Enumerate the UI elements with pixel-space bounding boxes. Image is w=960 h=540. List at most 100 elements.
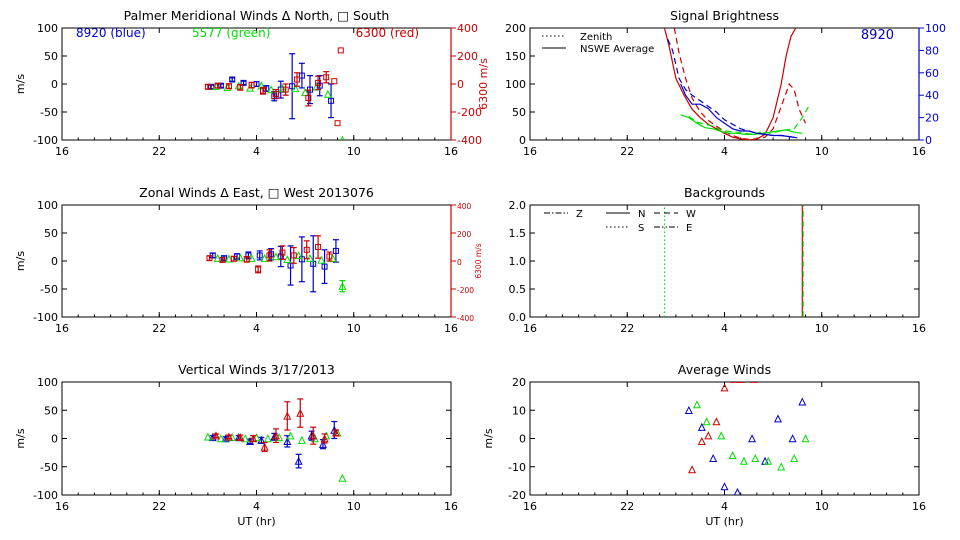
data-point-blue	[268, 251, 275, 258]
annotation-green: 5577 (green)	[192, 26, 270, 40]
annotation-8920: 8920	[861, 28, 894, 43]
data-point-green	[301, 88, 310, 97]
y2-tick-label: -200	[457, 106, 482, 119]
data-point-green	[203, 432, 212, 441]
legend-label: W	[686, 209, 696, 220]
legend-label: S	[638, 223, 644, 234]
y-tick-label: 0	[519, 433, 526, 446]
plot-frame	[61, 381, 452, 496]
x-tick-label: 16	[55, 500, 69, 513]
data-point-red	[243, 256, 250, 263]
data-point-red	[236, 433, 245, 442]
data-point-red	[331, 428, 340, 437]
x-tick-label: 16	[444, 322, 458, 335]
x-tick-label: 16	[55, 322, 69, 335]
y-tick-label: 1.0	[509, 255, 527, 268]
chart-title: Palmer Meridional Winds Δ North, □ South	[124, 8, 390, 23]
chart-title: Zonal Winds Δ East, □ West 2013076	[139, 185, 374, 200]
x-tick-label: 16	[523, 145, 537, 158]
data-point-red	[720, 383, 729, 392]
series-layer	[663, 28, 810, 140]
x-tick-label: 22	[620, 500, 634, 513]
data-point-blue	[298, 72, 305, 79]
x-tick-label: 4	[253, 322, 260, 335]
chart-title: Signal Brightness	[670, 8, 779, 23]
data-point-blue	[294, 456, 303, 465]
data-point-red	[283, 411, 292, 420]
y-tick-label: 0.5	[509, 283, 527, 296]
y-tick-label: -100	[33, 311, 58, 324]
data-point-green	[328, 253, 337, 262]
data-point-red	[326, 253, 333, 260]
data-point-blue	[321, 263, 328, 270]
data-point-blue	[733, 487, 742, 495]
y2-axis-label: 6300 m/s	[477, 58, 490, 110]
data-point-green	[257, 81, 266, 90]
x-tick-label: 4	[253, 500, 260, 513]
y-tick-label: -50	[40, 283, 58, 296]
data-point-red	[309, 431, 318, 440]
y2-tick-label: 0	[457, 258, 462, 267]
series-layer	[203, 398, 347, 482]
y-tick-label: 200	[505, 22, 526, 35]
data-point-blue	[709, 453, 718, 462]
x-tick-label: 16	[444, 500, 458, 513]
chart-zonal: Zonal Winds Δ East, □ West 2013076 16 22 4 1…	[14, 185, 483, 335]
x-tick-label: 10	[815, 322, 829, 335]
annotation-blue: 8920 (blue)	[76, 26, 146, 40]
data-point-blue	[256, 252, 263, 259]
series-line-red	[673, 28, 807, 140]
data-point-red	[260, 442, 269, 451]
x-tick-label: 22	[152, 500, 166, 513]
data-point-red	[279, 249, 286, 256]
y-tick-label: 50	[44, 227, 58, 240]
y2-axis-label: 6300 m/s	[474, 243, 483, 278]
y-tick-label: -50	[40, 461, 58, 474]
data-point-blue	[748, 434, 757, 443]
x-tick-label: 4	[253, 145, 260, 158]
y-axis-label: m/s	[14, 428, 27, 448]
data-point-green	[291, 84, 300, 93]
data-point-blue	[240, 79, 247, 86]
data-point-red	[315, 244, 322, 250]
data-point-red	[323, 74, 330, 81]
data-point-red	[712, 417, 721, 426]
data-point-red	[237, 84, 244, 91]
data-point-red	[337, 47, 344, 54]
x-tick-label: 22	[152, 322, 166, 335]
series-line-green	[680, 114, 803, 135]
series-layer	[204, 47, 345, 140]
data-point-green	[247, 253, 256, 262]
data-point-red	[211, 431, 220, 440]
x-tick-label: 16	[912, 322, 926, 335]
y-tick-label: 50	[512, 106, 526, 119]
data-point-red	[272, 91, 279, 98]
plot-frame	[529, 204, 920, 318]
data-point-blue	[798, 397, 807, 406]
y-tick-label: 150	[505, 50, 526, 63]
data-point-green	[777, 462, 786, 471]
data-point-red	[305, 95, 312, 101]
data-point-green	[252, 433, 261, 442]
data-point-blue	[788, 434, 797, 443]
annotation-red: 6300 (red)	[356, 26, 419, 40]
x-tick-label: 16	[523, 322, 537, 335]
y-tick-label: -10	[508, 461, 526, 474]
data-point-green	[260, 253, 269, 262]
legend-label: E	[686, 223, 692, 234]
plot-frame	[61, 204, 452, 318]
x-tick-label: 16	[912, 500, 926, 513]
chart-meridional: Palmer Meridional Winds Δ North, □ South…	[14, 8, 490, 158]
x-tick-label: 4	[721, 500, 728, 513]
y2-tick-label: 20	[925, 112, 939, 125]
y-tick-label: 100	[37, 199, 58, 212]
y-axis-label: m/s	[482, 428, 495, 448]
series-layer	[206, 235, 347, 293]
data-point-red	[214, 82, 221, 89]
series-line-red	[663, 28, 797, 140]
y-tick-label: -20	[508, 489, 526, 502]
legend-label: Z	[576, 209, 583, 220]
chart-title: Vertical Winds 3/17/2013	[178, 362, 335, 377]
